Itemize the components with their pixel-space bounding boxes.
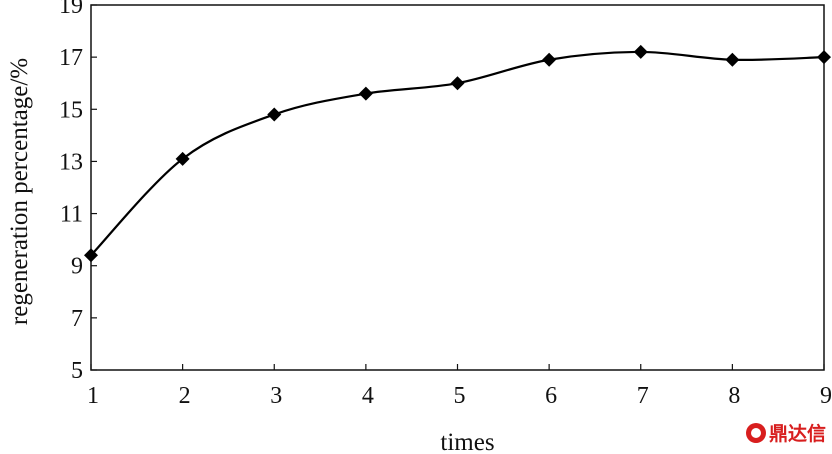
- data-point-marker: [542, 52, 557, 67]
- x-axis-title: times: [440, 429, 494, 454]
- data-point-marker: [633, 44, 648, 59]
- y-tick-label: 7: [71, 306, 83, 332]
- x-tick-label: 7: [637, 383, 649, 409]
- data-point-marker: [450, 76, 465, 91]
- y-tick-label: 11: [60, 202, 83, 228]
- data-point-marker: [817, 50, 831, 65]
- series-markers: [84, 44, 831, 263]
- x-tick-label: 9: [820, 383, 832, 409]
- x-tick-label: 1: [87, 383, 99, 409]
- y-tick-label: 9: [71, 254, 83, 280]
- plot-area-frame: [90, 4, 825, 371]
- data-point-marker: [358, 86, 373, 101]
- x-tick-label: 4: [362, 383, 374, 409]
- y-tick-label: 17: [59, 45, 83, 71]
- watermark: 鼎达信: [745, 419, 826, 446]
- y-axis-title: regeneration percentage/%: [6, 58, 33, 325]
- data-point-marker: [725, 52, 740, 67]
- x-tick-label: 6: [545, 383, 557, 409]
- y-tick-label: 15: [59, 97, 83, 123]
- x-tick-label: 3: [270, 383, 282, 409]
- data-point-marker: [84, 248, 98, 263]
- data-point-marker: [267, 107, 282, 122]
- y-tick-label: 13: [59, 149, 83, 175]
- y-tick-label: 5: [71, 358, 83, 384]
- x-tick-label: 2: [179, 383, 191, 409]
- watermark-logo-icon: [745, 422, 766, 443]
- watermark-text: 鼎达信: [768, 423, 826, 445]
- x-axis: 1 2 3 4 5 6 7 8 9: [87, 364, 832, 409]
- x-tick-label: 8: [728, 383, 740, 409]
- x-tick-label: 5: [454, 383, 466, 409]
- data-point-marker: [175, 151, 190, 166]
- y-tick-label: 19: [59, 0, 83, 19]
- y-axis: 5 7 9 11 13 15 17 19: [59, 0, 97, 384]
